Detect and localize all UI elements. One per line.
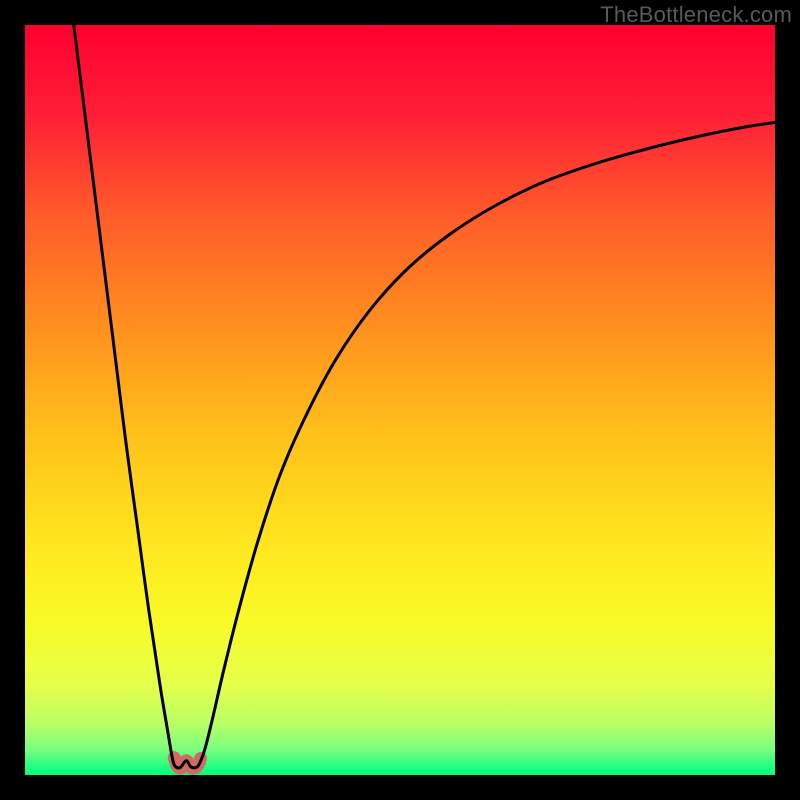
chart-frame: TheBottleneck.com xyxy=(0,0,800,800)
plot-area xyxy=(25,25,775,775)
watermark-text: TheBottleneck.com xyxy=(600,2,792,28)
bottleneck-curve xyxy=(25,25,775,775)
curve-line xyxy=(74,25,775,768)
